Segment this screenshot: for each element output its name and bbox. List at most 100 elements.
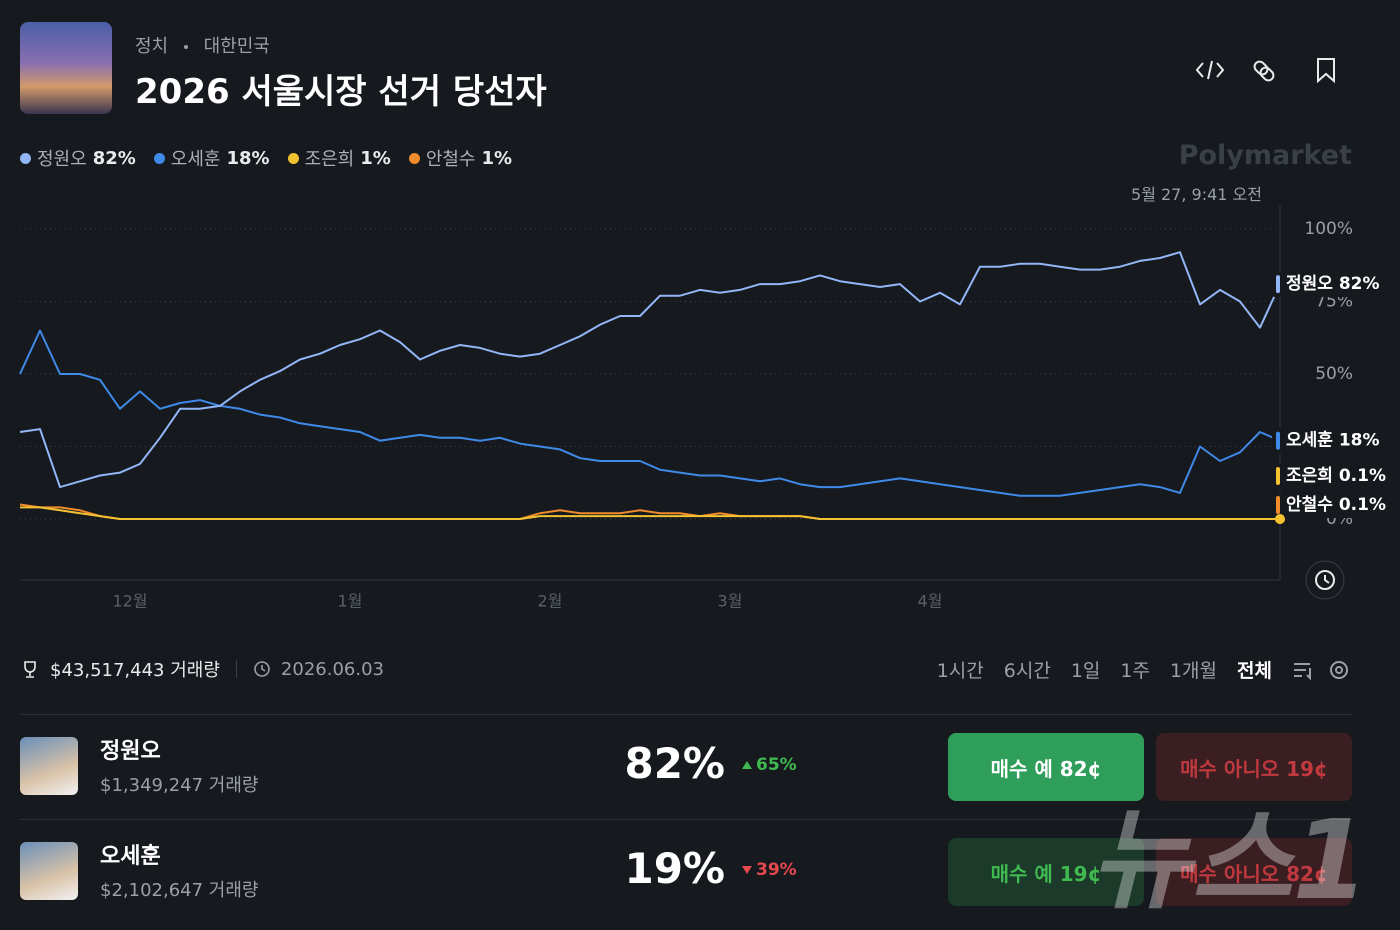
chart-settings[interactable]	[1292, 658, 1352, 682]
legend-name: 오세훈	[170, 149, 221, 170]
legend-name: 안철수	[425, 149, 476, 170]
x-tick-label: 12월	[112, 592, 147, 611]
end-label-bar	[1276, 275, 1280, 294]
buy-yes[interactable]: 매수 예 19¢	[948, 838, 1144, 906]
x-tick-label: 2월	[538, 592, 563, 611]
buy-no[interactable]: 매수 아니오 19¢	[1156, 733, 1352, 801]
outcome-change: 39%	[742, 860, 797, 880]
x-tick-label: 4월	[918, 592, 943, 611]
outcome-volume: $1,349,247 거래량	[100, 775, 259, 796]
clock-button[interactable]	[1305, 560, 1345, 600]
change-value: 65%	[756, 755, 797, 775]
end-point	[1275, 514, 1285, 524]
outcome-name: 정원오	[100, 739, 161, 764]
range-option[interactable]: 6시간	[1003, 660, 1051, 682]
legend-dot	[20, 152, 31, 164]
end-label-bg	[1272, 492, 1382, 518]
end-label-name: 오세훈	[1286, 430, 1333, 451]
outcome-row: 오세훈 $2,102,647 거래량 19% 39% 매수 예 19¢ 매수 아니오 82…	[20, 819, 1352, 924]
legend-value: 1%	[481, 147, 513, 169]
range-option[interactable]: 전체	[1237, 660, 1272, 682]
series-line	[20, 506, 1280, 520]
market-title: 2026 서울시장 선거 당선자	[135, 72, 547, 112]
outcome-price: 82%	[624, 739, 725, 788]
outcome-volume: $2,102,647 거래량	[100, 880, 259, 901]
end-label-bg	[1272, 463, 1382, 489]
outcome-price: 19%	[624, 844, 725, 893]
embed-button[interactable]	[1195, 60, 1225, 80]
range-option[interactable]: 1개월	[1169, 660, 1218, 682]
end-label-value: 0.1%	[1339, 466, 1386, 486]
bookmark-button[interactable]	[1317, 58, 1335, 84]
legend-item: 정원오 82%	[20, 145, 136, 171]
end-date: 2026.06.03	[280, 658, 384, 680]
change-arrow	[742, 761, 752, 769]
end-label-bar	[1276, 467, 1280, 485]
end-label-value: 0.1%	[1339, 495, 1386, 515]
outcome-change: 65%	[742, 755, 797, 775]
news-watermark: 뉴스1	[1090, 796, 1369, 924]
end-label-text: 오세훈 18%	[1286, 430, 1380, 451]
region: 대한민국	[203, 36, 270, 57]
legend-item: 조은희 1%	[287, 145, 391, 171]
legend-dot	[153, 152, 165, 164]
end-label: 안철수 0.1%	[1272, 492, 1386, 518]
x-tick-label: 1월	[338, 592, 363, 611]
stats: $43,517,443 거래량 2026.06.03	[20, 656, 384, 682]
avatar	[20, 842, 78, 900]
end-label-name: 안철수	[1286, 495, 1333, 515]
end-label-value: 82%	[1339, 274, 1380, 294]
x-tick-label: 3월	[718, 592, 743, 611]
legend: 정원오 82% 오세훈 18% 조은희 1% 안철수 1%	[20, 145, 512, 171]
timestamp: 5월 27, 9:41 오전	[1131, 185, 1262, 204]
thumbnail	[20, 22, 112, 114]
link-button[interactable]	[1253, 60, 1276, 83]
divider	[235, 660, 237, 678]
category: 정치	[135, 36, 169, 57]
end-label-text: 안철수 0.1%	[1286, 495, 1386, 515]
end-label-bar	[1276, 496, 1280, 514]
range-option[interactable]: 1시간	[936, 660, 984, 682]
range-option[interactable]: 1일	[1070, 660, 1101, 682]
series-line	[19, 329, 1281, 497]
legend-value: 18%	[226, 147, 270, 169]
legend-value: 1%	[360, 147, 391, 169]
breadcrumb: 정치 대한민국	[135, 32, 270, 58]
total-volume: $43,517,443 거래량	[50, 660, 220, 681]
legend-item: 안철수 1%	[408, 145, 513, 171]
change-value: 39%	[756, 860, 797, 880]
trophy-icon	[24, 661, 36, 678]
outcome-row: 정원오 $1,349,247 거래량 82% 65% 매수 예 82¢ 매수 아니오 19…	[20, 714, 1352, 819]
end-label-name: 조은희	[1286, 466, 1333, 486]
legend-value: 82%	[92, 147, 136, 169]
legend-dot	[287, 152, 299, 164]
outcome-name: 오세훈	[100, 844, 161, 869]
y-tick-label: 100%	[1304, 219, 1353, 239]
buy-yes[interactable]: 매수 예 82¢	[948, 733, 1144, 801]
y-tick-label: 50%	[1315, 364, 1353, 384]
legend-name: 정원오	[37, 149, 87, 170]
end-label-bg	[1272, 271, 1382, 298]
header-actions	[1195, 58, 1335, 84]
end-label: 조은희 0.1%	[1272, 463, 1386, 489]
end-label: 오세훈 18%	[1272, 427, 1382, 454]
end-label-value: 18%	[1339, 431, 1380, 451]
watermark: Polymarket	[1178, 140, 1352, 171]
series-line	[19, 251, 1281, 489]
buy-no[interactable]: 매수 아니오 82¢	[1156, 838, 1352, 906]
end-label-bg	[1272, 427, 1382, 454]
range-option[interactable]: 1주	[1120, 660, 1150, 682]
legend-dot	[408, 152, 420, 164]
end-label-name: 정원오	[1286, 274, 1333, 294]
avatar	[20, 737, 78, 795]
end-label-text: 조은희 0.1%	[1286, 466, 1386, 486]
end-label-bar	[1276, 431, 1280, 450]
legend-item: 오세훈 18%	[153, 145, 270, 171]
end-label: 정원오 82%	[1272, 271, 1382, 298]
range-selector: 1시간 6시간 1일 1주 1개월 전체	[937, 656, 1352, 683]
legend-name: 조은희	[304, 149, 355, 170]
clock-icon	[254, 661, 270, 677]
